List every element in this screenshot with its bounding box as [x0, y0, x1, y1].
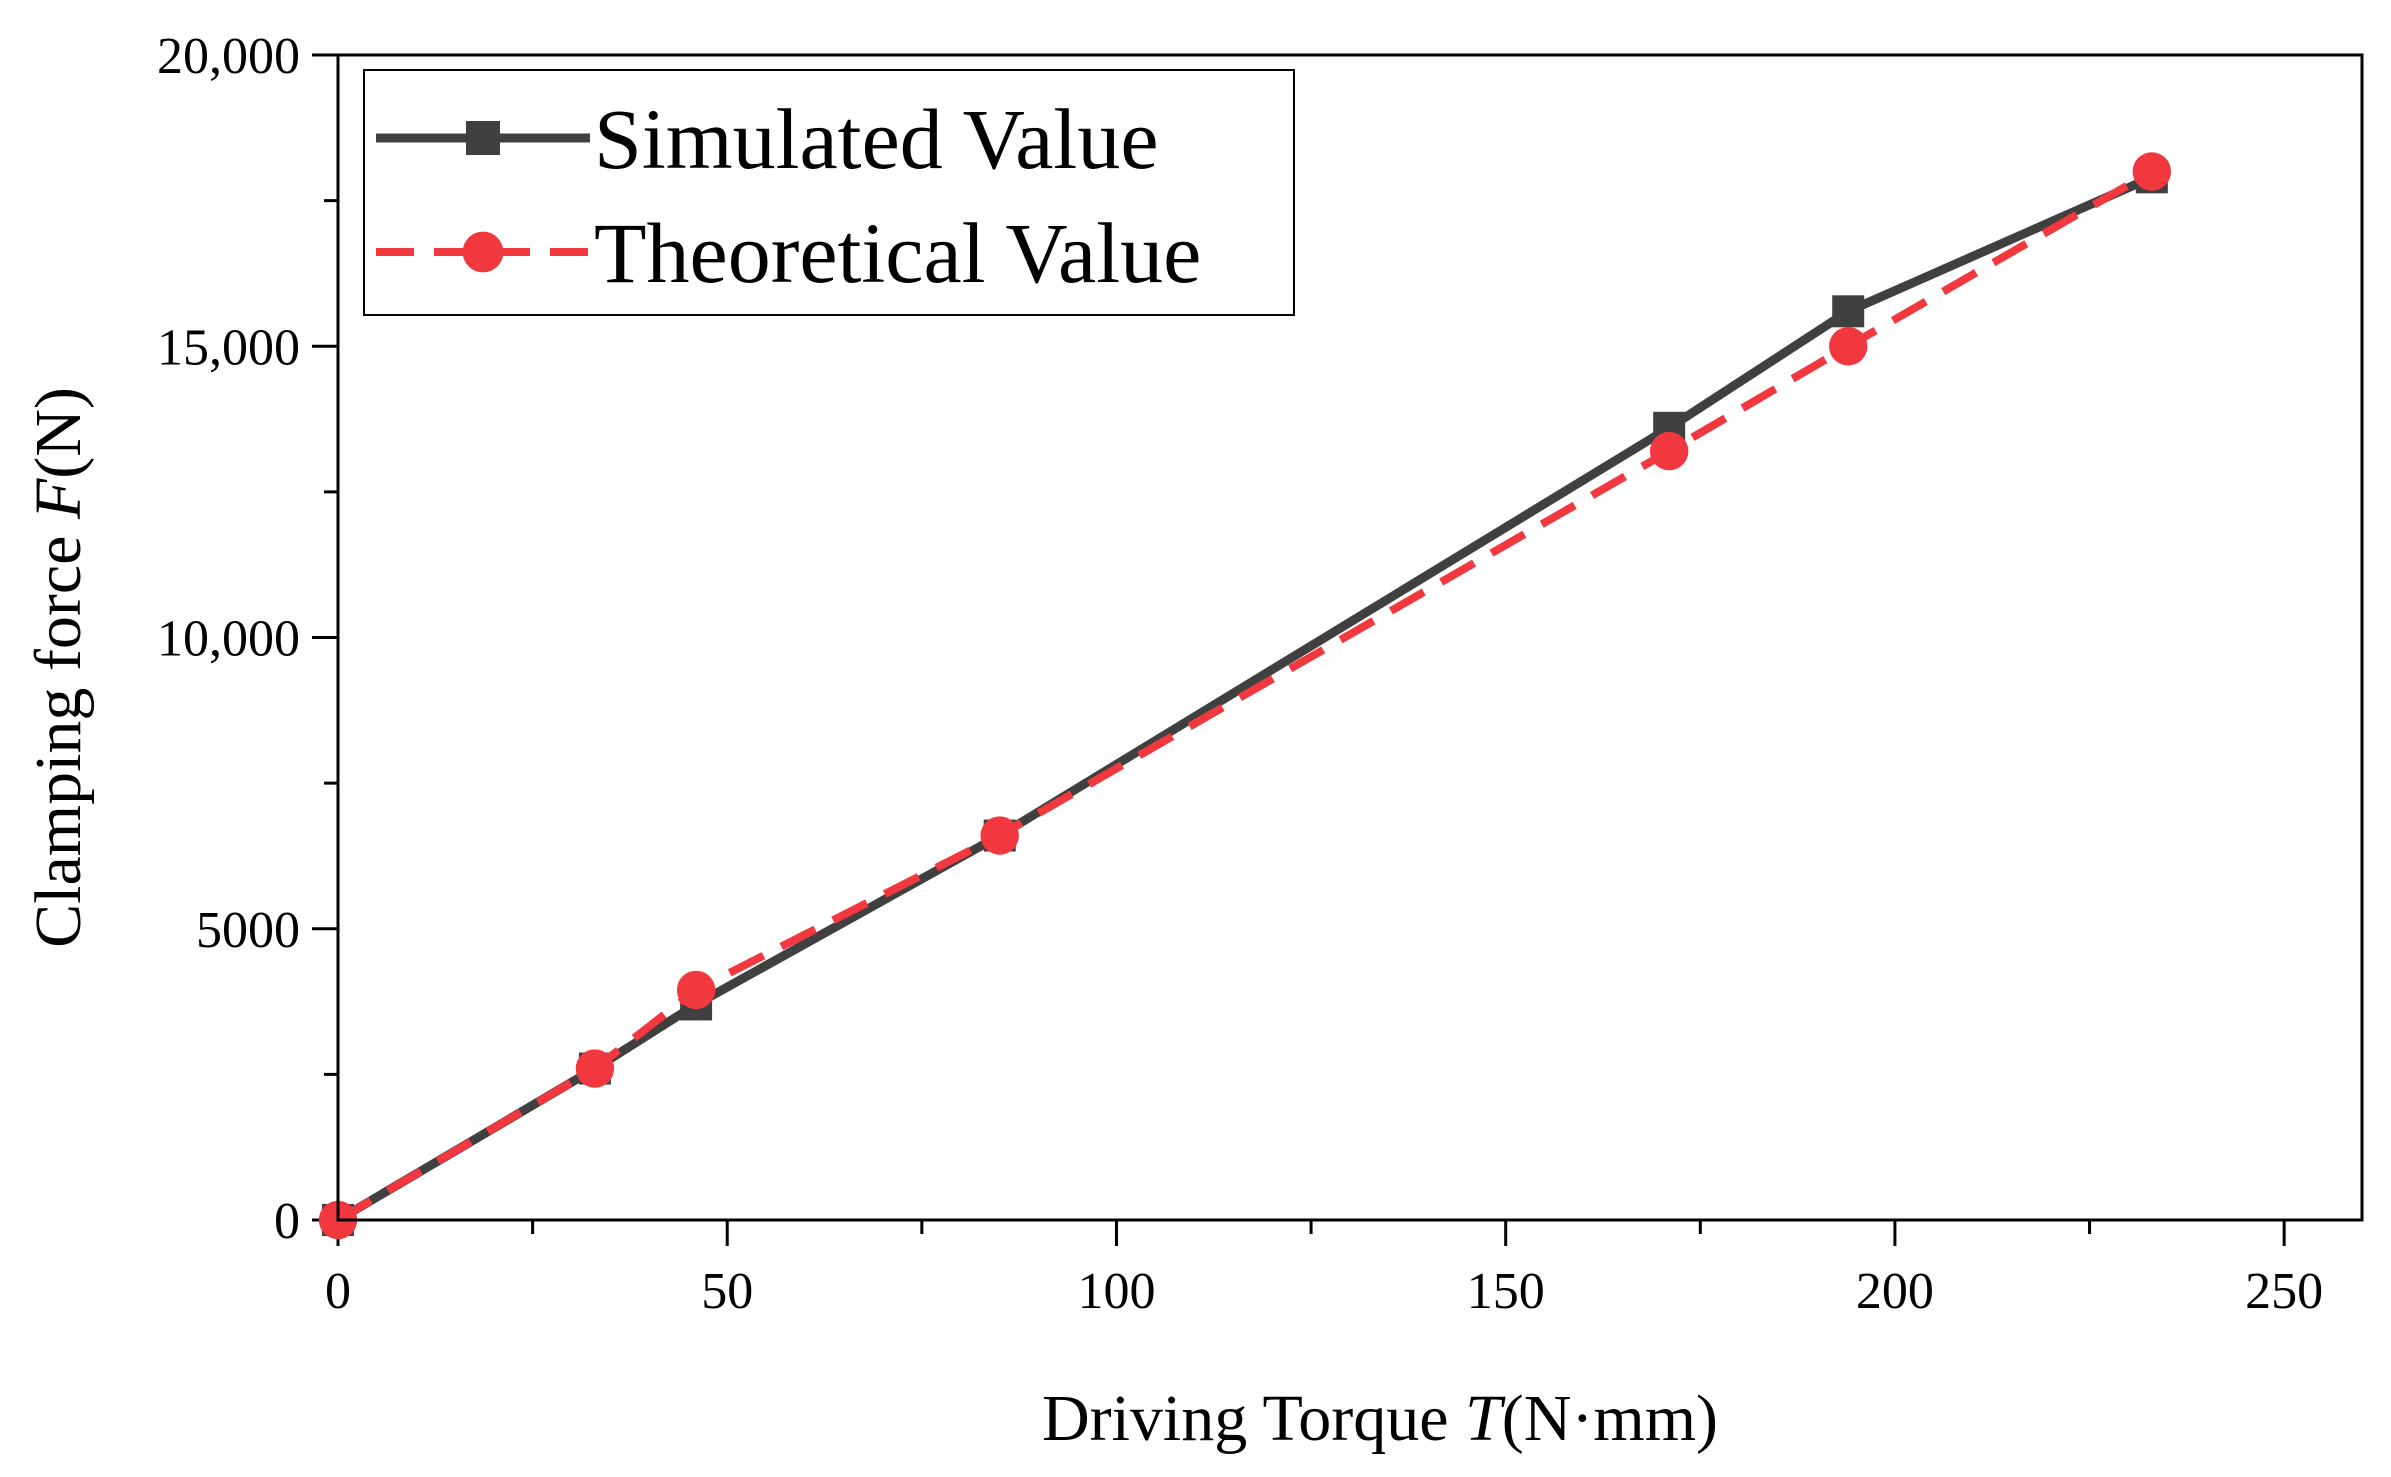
x-tick-label: 100	[1077, 1263, 1155, 1320]
plot-frame	[336, 53, 2364, 1222]
x-axis-title-unit: (N·mm)	[1502, 1382, 1718, 1455]
theoretical-point	[1649, 431, 1689, 471]
y-tick-label: 5000	[196, 902, 300, 959]
x-axis-title-var: T	[1465, 1382, 1506, 1455]
x-tick-label: 150	[1467, 1263, 1545, 1320]
x-tick-label: 200	[1856, 1263, 1934, 1320]
theoretical-point	[676, 970, 716, 1010]
y-tick-label: 10,000	[157, 611, 300, 668]
simulated-point	[1832, 295, 1865, 328]
x-tick-label: 50	[701, 1263, 753, 1320]
legend-item-simulated: Simulated Value	[376, 91, 1159, 187]
y-axis-title-var: F	[22, 478, 95, 520]
theoretical-point	[1829, 327, 1868, 366]
theoretical-point	[462, 231, 504, 273]
y-tick-label: 0	[274, 1193, 300, 1250]
legend-label: Theoretical Value	[594, 205, 1201, 301]
y-tick-label: 20,000	[157, 28, 300, 85]
theoretical-point	[980, 816, 1019, 855]
y-axis-title-unit: (N)	[22, 387, 95, 479]
y-axis-title: Clamping force F(N)	[22, 387, 95, 948]
legend-items: Simulated Value Theoretical Value	[376, 91, 1201, 301]
y-axis-title-prefix: Clamping force	[22, 519, 95, 948]
x-axis-title: Driving Torque T(N·mm)	[1042, 1382, 1718, 1455]
legend-item-theoretical: Theoretical Value	[376, 205, 1201, 301]
legend: Simulated Value Theoretical Value	[363, 69, 1295, 316]
y-tick-label: 15,000	[157, 319, 300, 376]
theoretical-point	[2132, 152, 2172, 191]
series-layer	[318, 152, 2172, 1240]
legend-label: Simulated Value	[594, 91, 1159, 187]
legend-box	[363, 69, 1295, 316]
x-tick-label: 0	[325, 1263, 351, 1320]
theoretical-series	[318, 152, 2172, 1240]
tick-labels: 0 50 100 150 200 250 0 5000 10,000 15,000 20,000	[157, 28, 2323, 1320]
x-tick-label: 250	[2245, 1263, 2323, 1320]
simulated-point	[466, 121, 500, 155]
x-axis-title-prefix: Driving Torque	[1042, 1382, 1465, 1455]
theoretical-point	[575, 1049, 615, 1088]
